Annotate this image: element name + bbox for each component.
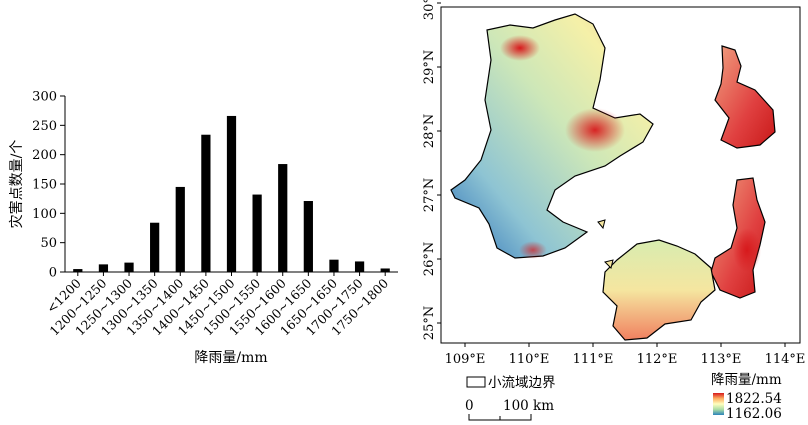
y-tick-label-1: 50 [40, 236, 57, 251]
x-axis-ticks: <12001200~12501250~13001300~13501350~140… [43, 272, 391, 339]
bar-8 [278, 164, 288, 272]
bar-2 [124, 262, 134, 272]
rainfall-legend-title: 降雨量/mm [711, 372, 782, 388]
longitude-ticks: 109°E 110°E 111°E 112°E 113°E 114°E [445, 343, 806, 367]
lon-tick-label-5: 114°E [765, 352, 806, 367]
boundary-legend-label: 小流域边界 [488, 375, 556, 391]
x-axis-label: 降雨量/mm [194, 350, 267, 366]
bar-3 [150, 222, 160, 272]
bar-6 [226, 115, 237, 273]
boundary-legend-swatch [466, 376, 486, 388]
lat-tick-label-1: 26°N [422, 242, 437, 276]
region-northwest [450, 13, 654, 259]
lat-tick-label-4: 29°N [422, 50, 437, 84]
scalebar-value: 100 km [503, 398, 554, 414]
lon-tick-label-0: 109°E [445, 352, 486, 367]
bar-4 [175, 186, 185, 272]
scalebar-zero: 0 [465, 398, 474, 414]
bar-7 [252, 194, 262, 272]
rainfall-legend-max: 1822.54 [726, 391, 782, 407]
bars-group [73, 115, 390, 273]
y-axis-ticks: 0 50 100 150 200 250 300 [32, 90, 65, 281]
histogram-chart: 0 50 100 150 200 250 300 <12001200~12501250~13… [8, 90, 398, 366]
region-south [602, 239, 716, 341]
lat-tick-label-3: 28°N [422, 114, 437, 148]
lon-tick-label-4: 113°E [701, 352, 742, 367]
bar-10 [329, 259, 339, 272]
lon-tick-label-3: 112°E [637, 352, 678, 367]
y-tick-label-6: 300 [32, 90, 57, 105]
map-frame [440, 6, 801, 344]
bar-11 [354, 261, 365, 272]
y-tick-label-0: 0 [49, 266, 57, 281]
region-northeast [714, 45, 776, 149]
y-tick-label-2: 100 [32, 207, 57, 222]
lat-tick-label-0: 25°N [422, 306, 437, 340]
bar-1 [98, 264, 109, 272]
lat-tick-label-2: 27°N [422, 178, 437, 212]
y-tick-label-5: 250 [32, 119, 57, 134]
lat-tick-label-5: 30°N [422, 0, 437, 20]
bar-9 [303, 201, 313, 272]
rainfall-colorbar [713, 393, 724, 415]
rainfall-legend-min: 1162.06 [726, 406, 782, 422]
bar-5 [201, 134, 211, 272]
region-southeast [710, 177, 766, 299]
y-tick-label-4: 200 [32, 148, 57, 163]
lon-tick-label-1: 110°E [509, 352, 550, 367]
bar-0 [73, 269, 83, 272]
lon-tick-label-2: 111°E [573, 352, 614, 367]
rainfall-map: 109°E 110°E 111°E 112°E 113°E 114°E 25°N26°N2… [422, 0, 806, 422]
y-axis-label: 灾害点数量/个 [8, 140, 25, 229]
latitude-ticks: 25°N 26°N 27°N 28°N 29°N 30°N [422, 0, 441, 340]
y-tick-label-3: 150 [32, 178, 57, 193]
bar-12 [380, 268, 390, 272]
